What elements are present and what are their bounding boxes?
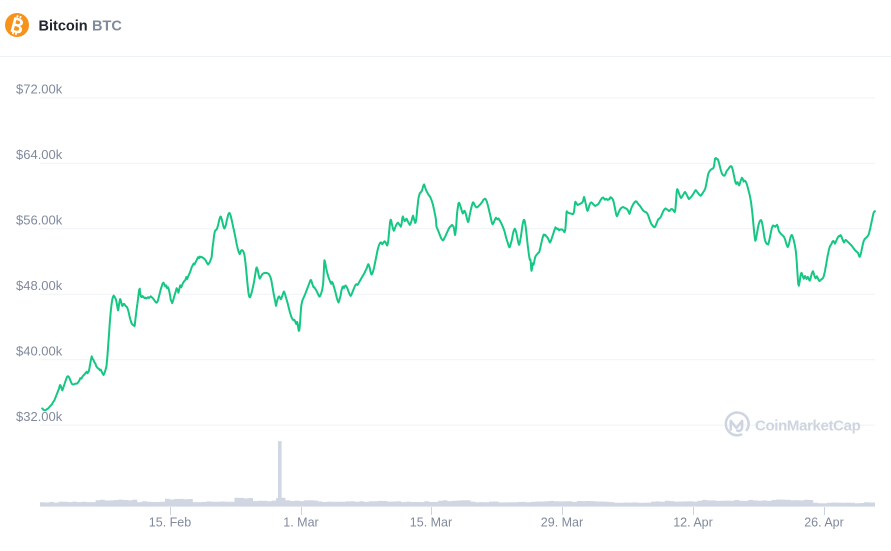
svg-text:Bitcoin: Bitcoin [39,19,88,35]
svg-text:BTC: BTC [92,19,122,35]
svg-text:15. Mar: 15. Mar [410,516,452,530]
svg-text:$56.00k: $56.00k [16,213,63,228]
svg-text:$40.00k: $40.00k [16,344,63,359]
svg-text:$32.00k: $32.00k [16,409,63,424]
svg-text:$48.00k: $48.00k [16,278,63,293]
svg-text:15. Feb: 15. Feb [149,516,191,530]
svg-text:12. Apr: 12. Apr [673,516,713,530]
svg-text:CoinMarketCap: CoinMarketCap [755,418,861,435]
svg-text:1. Mar: 1. Mar [283,516,318,530]
svg-text:$72.00k: $72.00k [16,82,63,97]
svg-text:26. Apr: 26. Apr [804,516,844,530]
svg-text:29. Mar: 29. Mar [541,516,583,530]
svg-text:$64.00k: $64.00k [16,147,63,162]
